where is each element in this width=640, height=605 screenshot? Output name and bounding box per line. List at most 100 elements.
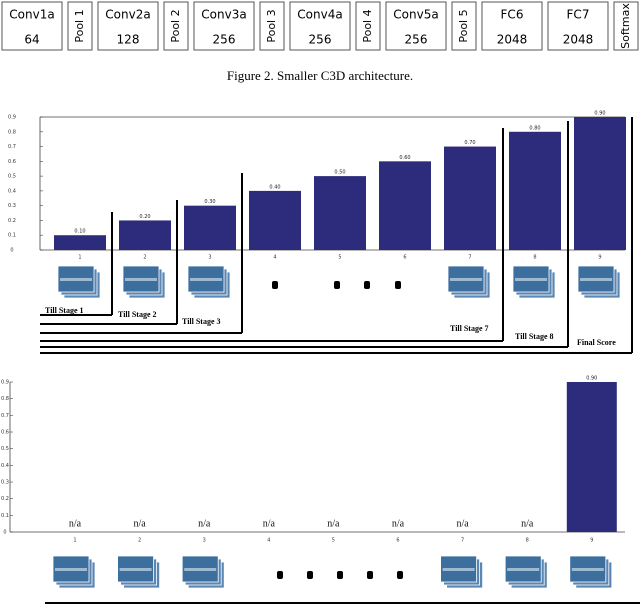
layer-box <box>259 1 285 51</box>
stage-label: Till Stage 8 <box>515 332 554 341</box>
y-tick-label: 0.7 <box>1 413 9 419</box>
thumbnail-detail <box>450 278 482 281</box>
layer-box <box>67 1 93 51</box>
x-tick-label: 1 <box>78 255 81 261</box>
y-tick-label: 0.4 <box>1 463 9 469</box>
stage-label: Till Stage 2 <box>118 310 157 319</box>
value-label: 0.90 <box>586 376 597 382</box>
x-tick-label: 4 <box>267 538 270 544</box>
thumbnail-detail <box>515 278 547 281</box>
bar <box>379 161 431 250</box>
thumbnail-detail <box>442 568 475 571</box>
value-label: n/a <box>327 518 340 529</box>
layer-size: 128 <box>117 33 140 47</box>
layer-name: FC7 <box>567 8 590 22</box>
layer-name: Conv4a <box>297 8 342 22</box>
y-tick-label: 0.7 <box>8 144 16 150</box>
layer-box <box>481 1 543 51</box>
layer-name: Conv5a <box>393 8 438 22</box>
value-label: 0.30 <box>204 199 215 205</box>
layer-name: Pool 3 <box>265 9 278 42</box>
bar <box>314 176 366 250</box>
layer-box <box>385 1 447 51</box>
x-tick-label: 4 <box>273 255 276 261</box>
layer-size: 2048 <box>497 33 528 47</box>
value-label: 0.90 <box>594 111 605 117</box>
y-tick-label: 0.9 <box>8 115 16 121</box>
x-tick-label: 2 <box>138 538 141 544</box>
y-tick-label: 0.8 <box>1 396 9 402</box>
ellipsis-dot <box>395 281 401 289</box>
bar <box>566 382 617 532</box>
thumbnail-detail <box>507 568 540 571</box>
thumbnail-detail <box>125 278 157 281</box>
layer-box <box>451 1 477 51</box>
thumbnail-detail <box>571 568 604 571</box>
ellipsis-dot <box>397 571 403 579</box>
thumbnail-detail <box>119 568 152 571</box>
y-tick-label: 0.3 <box>8 203 16 209</box>
layer-name: Pool 4 <box>361 9 374 42</box>
value-label: n/a <box>521 518 534 529</box>
layer-box <box>163 1 189 51</box>
ellipsis-dot <box>367 571 373 579</box>
y-tick-label: 0.8 <box>8 129 16 135</box>
stage-label: Till Stage 7 <box>450 324 489 333</box>
value-label: n/a <box>198 518 211 529</box>
layer-name: Softmax <box>619 3 632 49</box>
layer-name: Conv3a <box>201 8 246 22</box>
value-label: 0.80 <box>529 125 540 131</box>
layer-size: 256 <box>213 33 236 47</box>
layer-size: 256 <box>405 33 428 47</box>
value-label: 0.20 <box>139 214 150 220</box>
layer-name: Pool 5 <box>457 9 470 42</box>
layer-size: 256 <box>309 33 332 47</box>
value-label: 0.60 <box>399 155 410 161</box>
thumbnail-detail <box>190 278 222 281</box>
y-tick-label: 0.6 <box>8 159 16 165</box>
ellipsis-dot <box>272 281 278 289</box>
y-tick-label: 0.1 <box>1 513 9 519</box>
bar <box>54 235 106 250</box>
x-tick-label: 6 <box>396 538 399 544</box>
y-tick-label: 0.5 <box>8 174 16 180</box>
value-label: n/a <box>456 518 469 529</box>
ellipsis-dot <box>337 571 343 579</box>
value-label: n/a <box>133 518 146 529</box>
x-tick-label: 2 <box>143 255 146 261</box>
thumbnail-detail <box>184 568 217 571</box>
thumbnail-detail <box>60 278 92 281</box>
layer-name: Conv1a <box>9 8 54 22</box>
thumbnail-detail <box>55 568 87 571</box>
layer-box <box>547 1 609 51</box>
x-tick-label: 7 <box>468 255 471 261</box>
thumbnail-detail <box>580 278 612 281</box>
x-tick-label: 3 <box>208 255 211 261</box>
ellipsis-dot <box>277 571 283 579</box>
value-label: n/a <box>392 518 405 529</box>
layer-box <box>613 1 639 51</box>
stage-label: Final Score <box>577 338 616 347</box>
layer-box <box>193 1 255 51</box>
y-tick-label: 0 <box>10 248 13 254</box>
y-tick-label: 0.2 <box>1 496 9 502</box>
y-tick-label: 0 <box>3 530 6 536</box>
value-label: 0.10 <box>74 229 85 235</box>
value-label: n/a <box>263 518 276 529</box>
layer-name: Pool 1 <box>73 9 86 42</box>
x-tick-label: 8 <box>526 538 529 544</box>
layer-name: FC6 <box>501 8 524 22</box>
bar <box>184 205 236 250</box>
x-tick-label: 6 <box>403 255 406 261</box>
bar <box>509 131 561 250</box>
layer-name: Pool 2 <box>169 9 182 42</box>
layer-box <box>1 1 63 51</box>
y-tick-label: 0.9 <box>1 380 9 386</box>
y-tick-label: 0.1 <box>8 233 16 239</box>
ellipsis-dot <box>364 281 370 289</box>
value-label: n/a <box>69 518 82 529</box>
value-label: 0.40 <box>269 184 280 190</box>
y-tick-label: 0.2 <box>8 218 16 224</box>
x-tick-label: 5 <box>338 255 341 261</box>
